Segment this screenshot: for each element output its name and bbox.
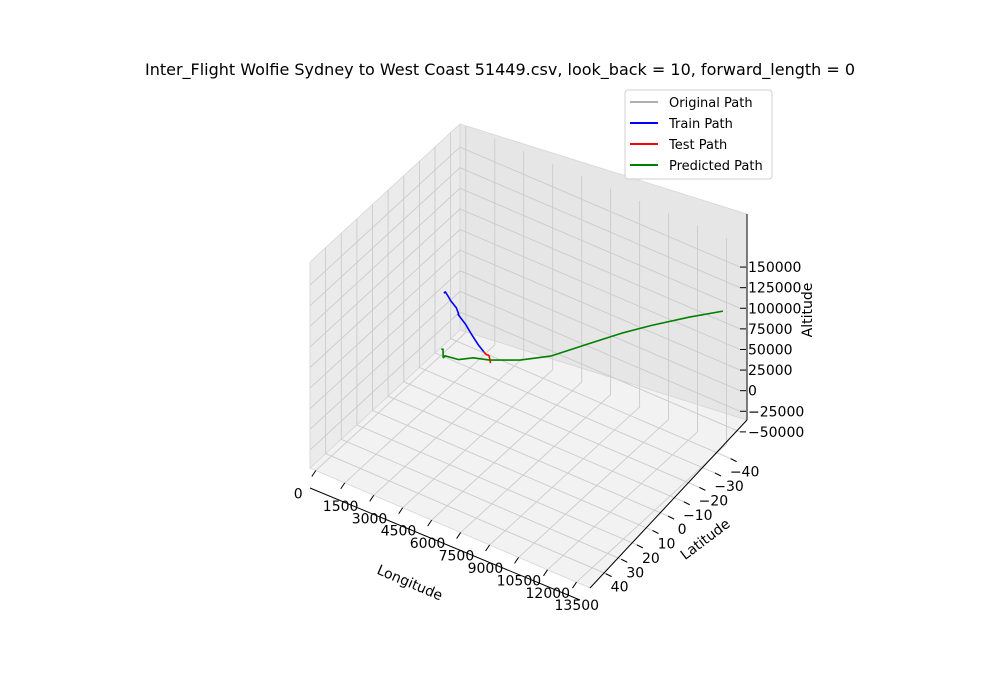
y-gridline [450,132,731,460]
y-tick-label: 20 [642,551,660,567]
x-tick-label: 4500 [381,524,417,540]
z-tick-label: 100000 [748,301,801,317]
z-gridline [309,311,741,451]
grid-lines [309,126,741,583]
z-gridline [309,270,741,410]
x-tick-mark [514,557,519,564]
z-gridline [309,146,741,286]
y-gridline [356,218,638,546]
y-tick-mark [667,515,675,520]
z-gridline [309,187,741,327]
y-tick-mark [621,558,628,563]
legend: Original Path Train Path Test Path Predicte… [624,89,773,180]
y-tick-mark [699,486,706,491]
x-tick-mark [572,581,577,589]
x-tick-label: 12000 [526,586,571,602]
x-tick-mark [369,495,375,502]
x-axis-label: Longitude [374,562,444,604]
x-tick-label: 1500 [323,499,359,515]
y-tick-label: −30 [714,479,744,495]
y-gridline [340,233,622,560]
y-tick-label: 10 [658,537,676,553]
y-gridline [403,175,684,503]
y-tick-mark [730,458,737,463]
y-tick-mark [605,573,612,578]
y-tick-mark [714,472,722,477]
y-gridline [418,161,700,488]
x-gridline [489,201,641,546]
chart-title: Inter_Flight Wolfie Sydney to West Coast… [144,60,856,79]
x-gridline [431,176,583,521]
legend-label: Predicted Path [669,159,763,174]
z-tick-label: 125000 [748,281,801,297]
x-gridline [576,238,727,583]
predicted-path-line [441,310,724,361]
x-tick-mark [340,482,346,490]
y-tick-label: 40 [611,580,629,596]
x-gridline [344,138,496,484]
z-gridline [309,290,741,430]
z-gridline [309,167,741,307]
x-axis-line [309,487,581,601]
legend-label: Train Path [668,117,733,132]
x-gridline [518,213,670,558]
y-tick-label: −40 [730,465,760,481]
x-tick-mark [311,470,317,477]
y-tick-label: 0 [678,522,687,538]
z-tick-label: 0 [748,384,757,400]
x-tick-label: 13500 [555,598,600,614]
z-tick-label: −50000 [748,425,804,441]
y-tick-mark [683,501,690,506]
x-tick-label: 3000 [352,511,388,527]
train-path-line [443,290,485,353]
z-gridline [309,249,741,389]
z-tick-label: 50000 [748,343,793,359]
x-gridline [373,151,525,496]
x-gridline [460,188,612,533]
y-gridline [434,147,716,474]
z-axis-label: Altitude [800,283,816,338]
legend-label: Test Path [668,138,727,153]
x-tick-label: 10500 [497,573,542,589]
z-tick-label: 75000 [748,322,793,338]
z-tick-label: −25000 [748,404,804,420]
x-tick-mark [398,507,404,515]
y-axis-line [589,419,748,589]
x-gridline [315,126,467,471]
test-path-line [483,351,492,364]
y-gridline [387,190,669,517]
z-gridline [309,208,741,348]
legend-box [624,89,773,180]
z-tick-label: 25000 [748,363,793,379]
y-tick-mark [636,544,644,549]
y-tick-label: −10 [683,508,713,524]
x-tick-mark [427,519,433,527]
x-tick-mark [543,569,548,577]
y-gridline [325,247,606,575]
y-tick-mark [652,530,659,534]
y-tick-label: −20 [699,493,729,509]
y-gridline [372,204,653,531]
legend-label: Original Path [669,96,753,111]
x-gridline [402,163,554,509]
z-gridline [309,228,741,368]
x-tick-mark [485,544,491,552]
z-tick-label: 150000 [748,260,801,276]
y-tick-label: 30 [626,565,644,581]
x-tick-mark [456,532,462,539]
x-gridline [547,225,698,571]
x-tick-label: 0 [294,487,303,503]
